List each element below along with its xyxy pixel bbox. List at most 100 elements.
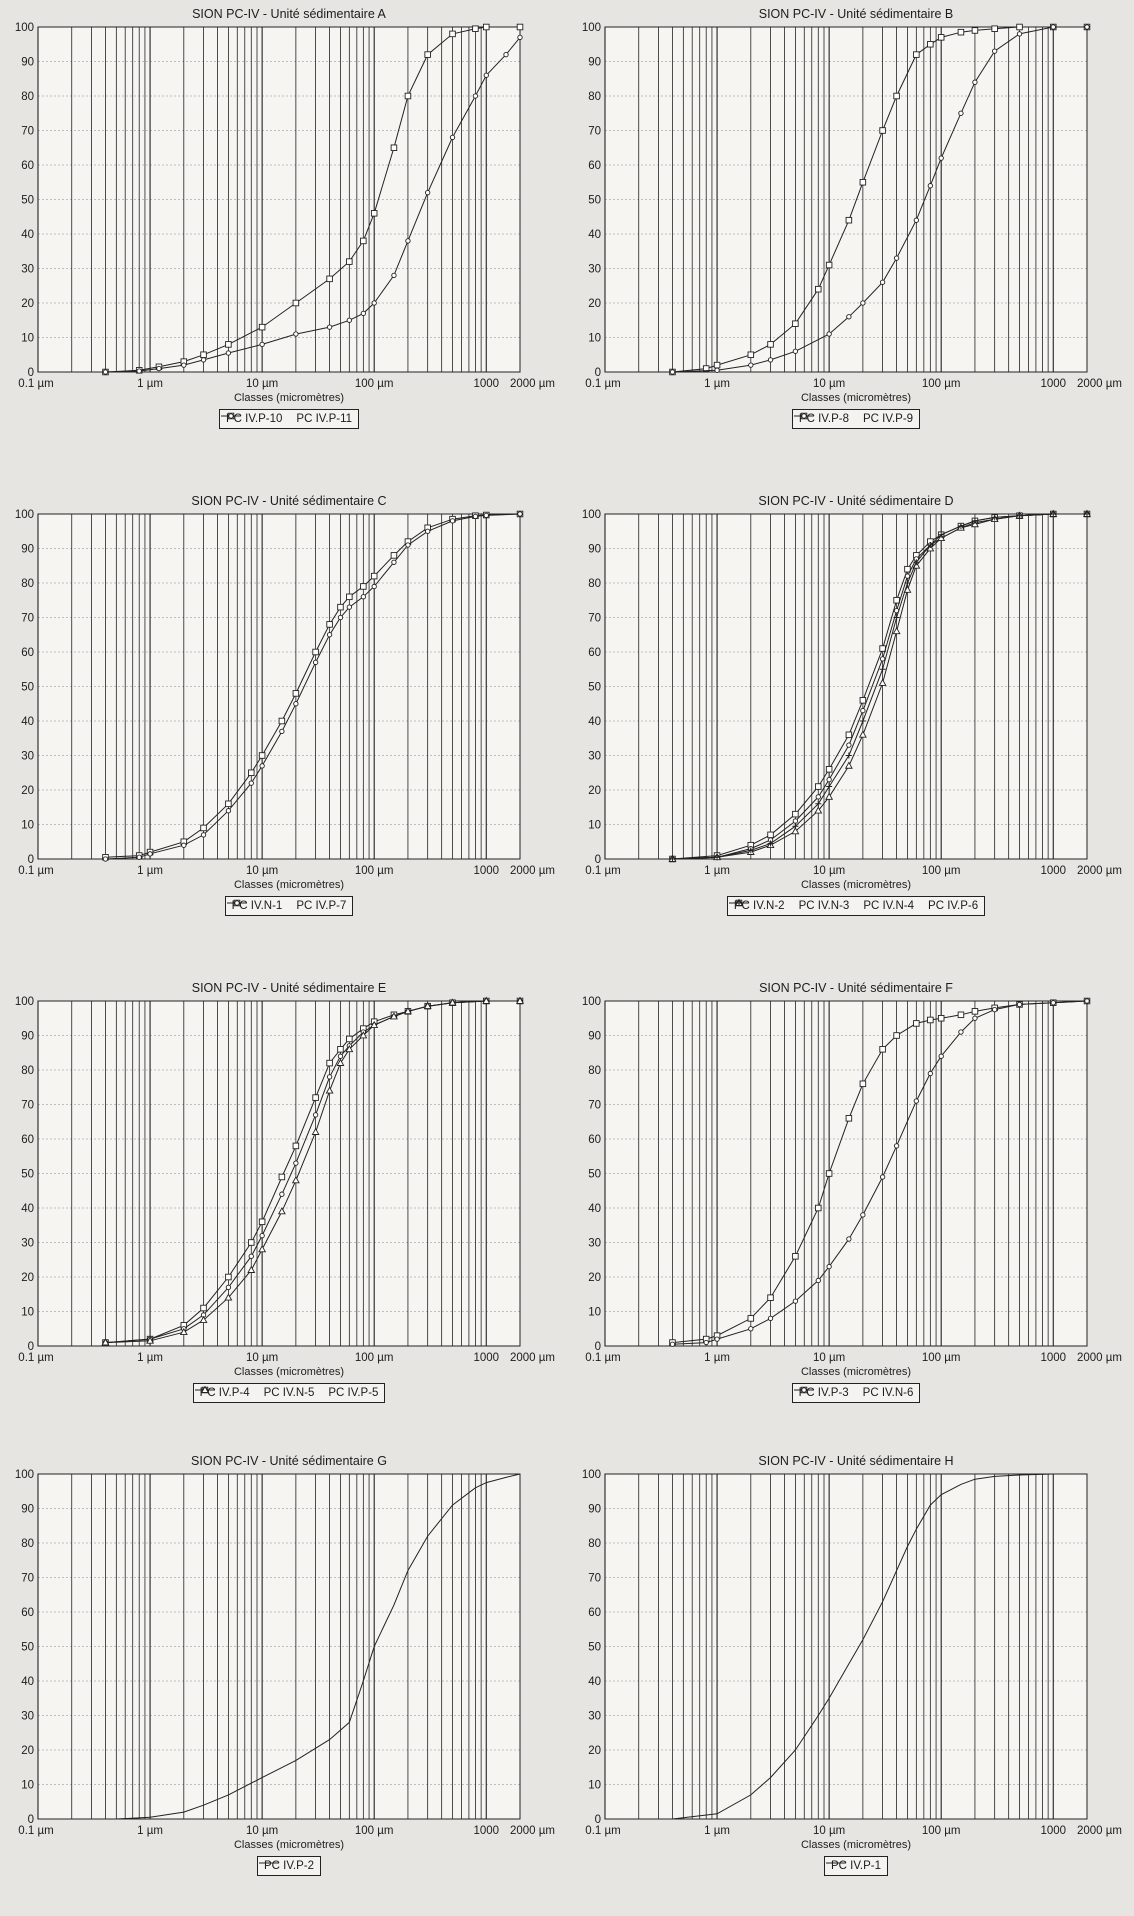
y-tick-label: 0 bbox=[595, 1814, 601, 1826]
y-tick-label: 30 bbox=[588, 264, 601, 276]
y-tick-label: 70 bbox=[21, 1100, 34, 1112]
data-point bbox=[846, 1236, 852, 1242]
y-tick-label: 10 bbox=[21, 1307, 34, 1319]
data-point bbox=[713, 361, 721, 369]
x-tick-label: 0.1 µm bbox=[18, 378, 53, 390]
y-tick-label: 90 bbox=[21, 544, 34, 556]
legend-label: PC IV.N-5 bbox=[263, 1387, 315, 1399]
y-tick-label: 20 bbox=[21, 298, 34, 310]
chart-svg-e: SION PC-IV - Unité sédimentaire E 0 10 20 30… bbox=[15, 981, 555, 1378]
y-tick-label: 90 bbox=[21, 1031, 34, 1043]
y-tick-label: 0 bbox=[28, 1341, 34, 1353]
data-point bbox=[136, 368, 142, 374]
x-tick-label: 1 µm bbox=[137, 1825, 163, 1837]
data-point bbox=[325, 1086, 334, 1094]
data-point bbox=[346, 317, 352, 323]
y-tick-label: 40 bbox=[588, 1203, 601, 1215]
y-tick-label: 20 bbox=[588, 298, 601, 310]
data-point bbox=[747, 847, 754, 854]
series-pc-iv-p-5 bbox=[101, 996, 524, 1346]
x-tick-label: 2000 µm bbox=[510, 865, 555, 877]
data-point bbox=[879, 666, 886, 673]
chart-svg-f: SION PC-IV - Unité sédimentaire F 0 10 20 30… bbox=[582, 981, 1122, 1378]
legend-swatch bbox=[728, 900, 749, 906]
chart-panel-e: SION PC-IV - Unité sédimentaire E 0 10 20 30… bbox=[0, 974, 567, 1443]
data-point bbox=[200, 1304, 207, 1312]
data-point bbox=[938, 155, 944, 161]
y-tick-label: 30 bbox=[588, 1711, 601, 1723]
data-point bbox=[311, 1127, 320, 1135]
y-tick-label: 60 bbox=[588, 160, 601, 172]
data-point bbox=[860, 707, 866, 714]
data-point bbox=[792, 1253, 799, 1260]
data-point bbox=[767, 341, 774, 348]
x-tick-label: 10 µm bbox=[813, 378, 845, 390]
data-point bbox=[278, 717, 286, 725]
y-tick-label: 20 bbox=[588, 1272, 601, 1284]
data-point bbox=[1016, 512, 1023, 519]
data-point bbox=[992, 1006, 998, 1013]
legend-item: PC IV.P-11 bbox=[220, 413, 352, 425]
data-point bbox=[791, 827, 800, 835]
x-tick-label: 1 µm bbox=[704, 378, 730, 390]
y-tick-label: 30 bbox=[21, 1711, 34, 1723]
data-point bbox=[405, 542, 411, 548]
data-point bbox=[517, 34, 523, 40]
y-tick-label: 40 bbox=[21, 1203, 34, 1215]
x-tick-label: 0.1 µm bbox=[18, 1825, 53, 1837]
data-point bbox=[225, 808, 232, 814]
y-tick-label: 70 bbox=[588, 1573, 601, 1585]
data-point bbox=[312, 1094, 319, 1101]
x-tick-label: 10 µm bbox=[813, 1825, 845, 1837]
data-point bbox=[448, 998, 457, 1006]
data-point bbox=[517, 511, 523, 517]
data-point bbox=[1084, 24, 1090, 30]
data-point bbox=[767, 831, 774, 839]
data-point bbox=[1084, 511, 1090, 517]
data-point bbox=[748, 362, 754, 368]
x-tick-label: 1 µm bbox=[137, 865, 163, 877]
data-point bbox=[826, 776, 832, 783]
x-axis-label: Classes (micromètres) bbox=[801, 1839, 911, 1851]
x-tick-label: 1000 bbox=[1040, 1352, 1066, 1364]
chart-title: SION PC-IV - Unité sédimentaire F bbox=[759, 981, 953, 995]
data-point bbox=[845, 1115, 853, 1122]
y-tick-label: 100 bbox=[582, 996, 601, 1008]
x-tick-label: 0.1 µm bbox=[18, 1352, 53, 1364]
y-tick-label: 60 bbox=[588, 1134, 601, 1146]
data-point bbox=[825, 792, 834, 800]
data-point bbox=[893, 614, 900, 621]
data-point bbox=[405, 238, 411, 244]
legend-label: PC IV.P-6 bbox=[928, 900, 979, 912]
x-tick-label: 1000 bbox=[1040, 865, 1066, 877]
data-point bbox=[971, 517, 978, 524]
y-tick-label: 0 bbox=[595, 367, 601, 379]
data-point bbox=[360, 583, 367, 590]
data-point bbox=[904, 573, 911, 579]
chart-title: SION PC-IV - Unité sédimentaire A bbox=[192, 7, 386, 21]
data-point bbox=[893, 596, 900, 604]
data-point bbox=[147, 851, 153, 857]
data-point bbox=[472, 93, 479, 99]
y-tick-label: 80 bbox=[21, 91, 34, 103]
y-tick-label: 80 bbox=[588, 1065, 601, 1077]
x-axis-label: Classes (micromètres) bbox=[234, 392, 344, 404]
y-tick-label: 10 bbox=[21, 1780, 34, 1792]
data-point bbox=[972, 1015, 978, 1021]
x-axis-label: Classes (micromètres) bbox=[801, 879, 911, 891]
x-tick-label: 1000 bbox=[473, 1352, 499, 1364]
data-point bbox=[225, 1273, 232, 1281]
y-tick-label: 10 bbox=[21, 333, 34, 345]
data-point bbox=[136, 854, 142, 860]
data-point bbox=[346, 1035, 353, 1043]
chart-panel-a: SION PC-IV - Unité sédimentaire A 0 10 20 30… bbox=[0, 0, 567, 469]
legend-item: PC IV.P-9 bbox=[793, 413, 913, 425]
y-tick-label: 80 bbox=[21, 1065, 34, 1077]
chart-title: SION PC-IV - Unité sédimentaire D bbox=[758, 494, 953, 508]
data-point bbox=[278, 1173, 286, 1181]
data-point bbox=[893, 1143, 900, 1149]
legend: PC IV.P-8 PC IV.P-9 bbox=[791, 409, 921, 429]
y-tick-label: 100 bbox=[15, 22, 34, 34]
data-point bbox=[815, 794, 821, 800]
x-tick-label: 1000 bbox=[1040, 1825, 1066, 1837]
